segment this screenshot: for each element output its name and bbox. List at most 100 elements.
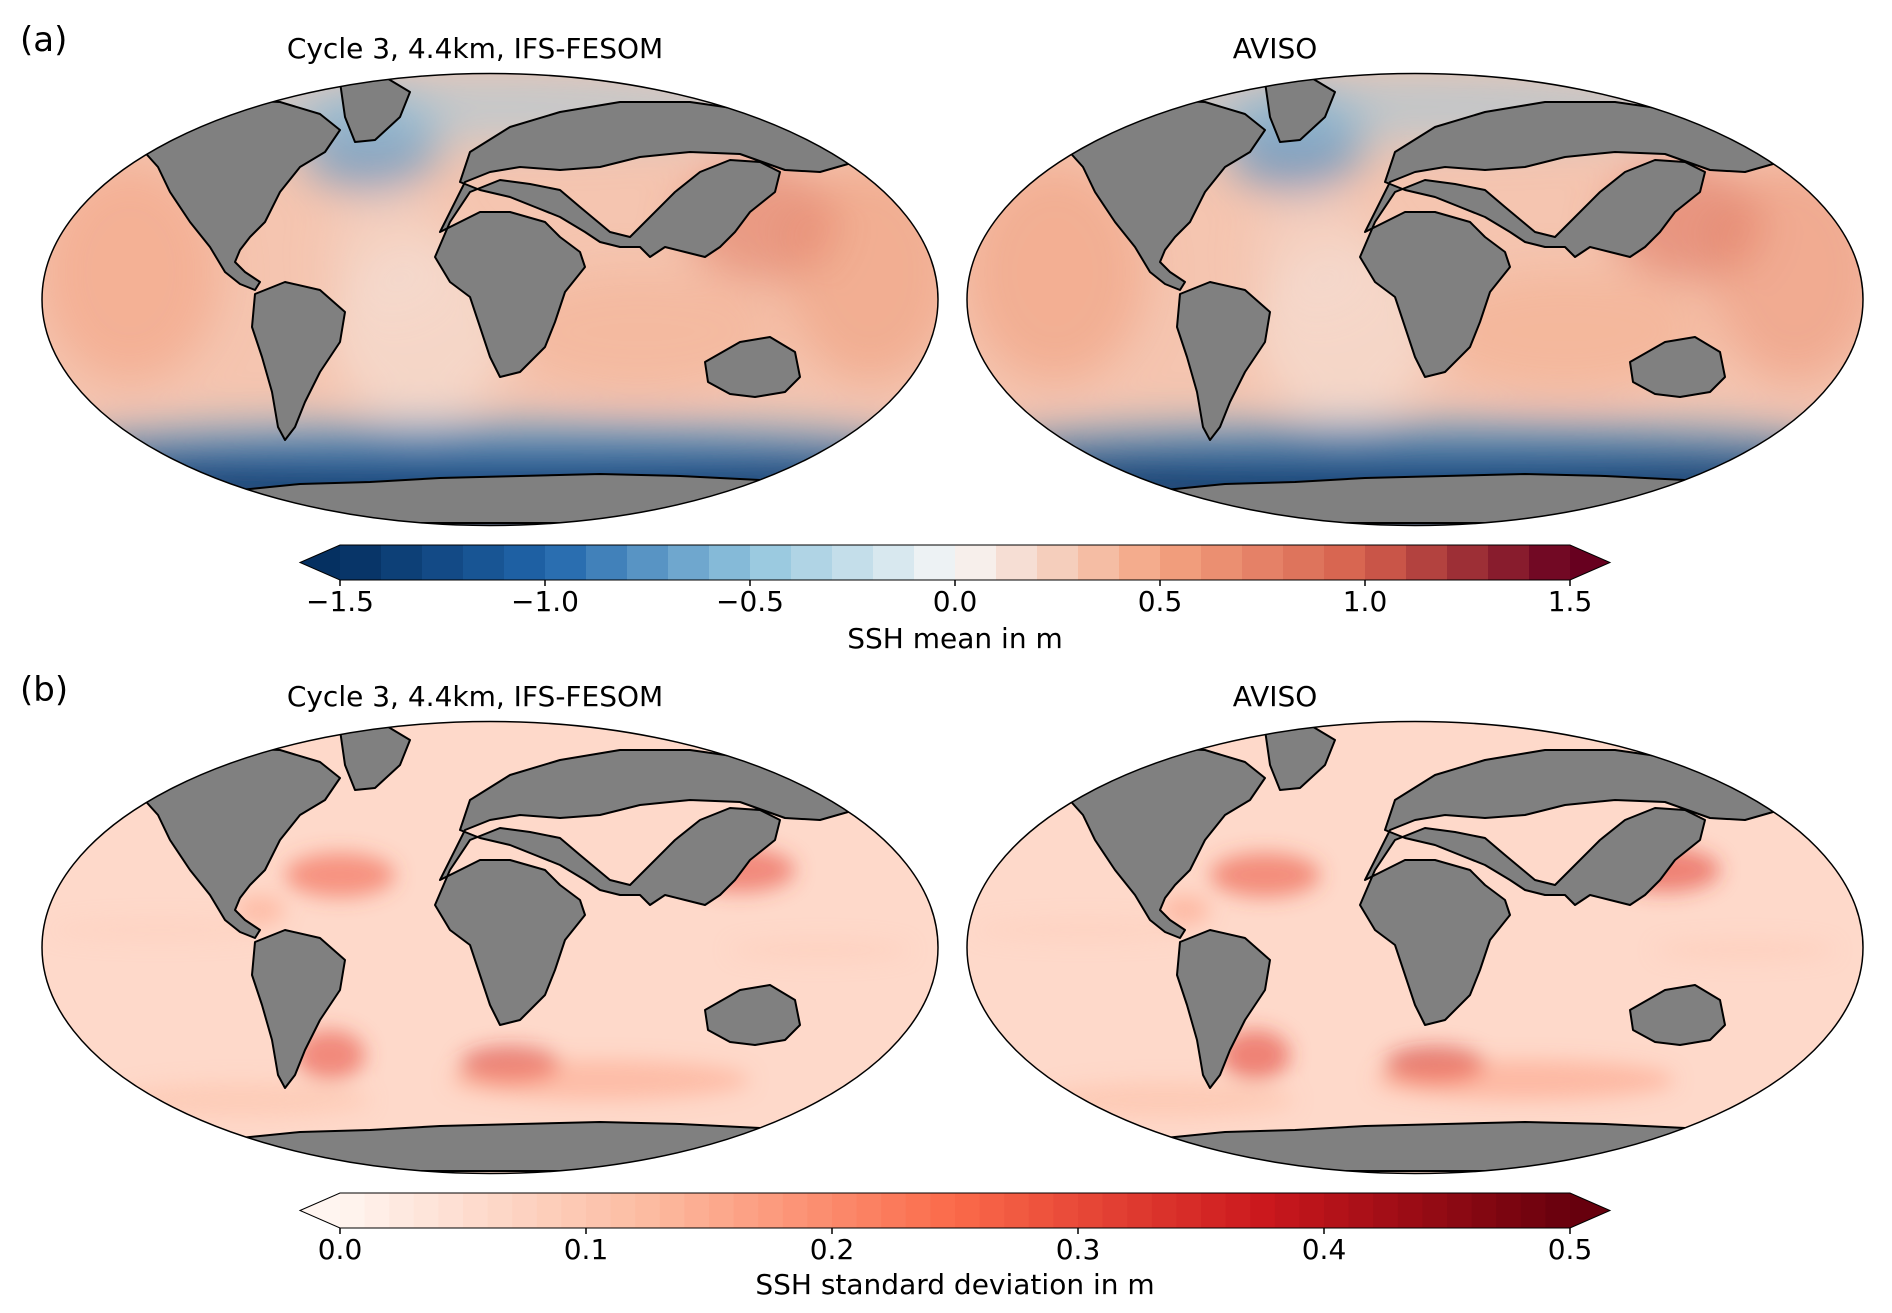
colorbar-std-tick: 0.4 — [1301, 1233, 1347, 1266]
colorbar-bin — [586, 545, 628, 580]
ocean-anomaly — [1160, 895, 1210, 925]
colorbar-bin — [1283, 545, 1325, 580]
colorbar-bin — [1078, 1193, 1104, 1228]
land-north-america — [1059, 747, 1266, 939]
colorbar-bin — [1037, 545, 1079, 580]
map-a-model — [40, 72, 940, 527]
colorbar-bin — [1004, 1193, 1030, 1228]
colorbar-bin — [996, 545, 1038, 580]
colorbar-bin — [955, 545, 997, 580]
map-a-aviso — [965, 72, 1865, 527]
land-north-america — [1059, 99, 1266, 291]
colorbar-bin — [1447, 1193, 1473, 1228]
colorbar-mean-tick: 1.5 — [1547, 585, 1593, 618]
ocean-field — [42, 73, 938, 526]
ocean-anomaly — [975, 920, 1195, 940]
colorbar-bin — [586, 1193, 612, 1228]
land-south-america — [1176, 281, 1271, 441]
colorbar-bin — [905, 1193, 931, 1228]
ocean-field — [42, 721, 938, 1174]
colorbar-bin — [1201, 545, 1243, 580]
land-australia — [704, 984, 801, 1046]
globe-outline — [966, 720, 1864, 1175]
colorbar-bin — [758, 1193, 784, 1228]
map-svg — [41, 72, 939, 527]
colorbar-std — [298, 1192, 1612, 1234]
ocean-anomaly — [995, 421, 1835, 453]
colorbar-bin — [881, 1193, 907, 1228]
colorbar-bin — [1529, 545, 1571, 580]
colorbar-mean-tick: 1.0 — [1342, 585, 1388, 618]
colorbar-bin — [340, 1193, 366, 1228]
colorbar-mean-tick: −1.5 — [306, 585, 374, 618]
colorbar-bin — [668, 545, 710, 580]
colorbar-bin — [659, 1193, 685, 1228]
colorbar-bin — [1028, 1193, 1054, 1228]
map-b-model — [40, 720, 940, 1175]
colorbar-svg — [298, 1192, 1612, 1234]
colorbar-bin — [504, 545, 546, 580]
panel-b-right-title: AVISO — [1232, 680, 1318, 713]
colorbar-bin — [422, 545, 464, 580]
map-svg — [41, 720, 939, 1175]
ocean-anomaly — [235, 895, 285, 925]
colorbar-mean-tick: 0.5 — [1137, 585, 1183, 618]
colorbar-extend-max — [1570, 545, 1610, 580]
colorbar-bin — [914, 545, 956, 580]
map-b-aviso — [965, 720, 1865, 1175]
colorbar-bin — [733, 1193, 759, 1228]
ocean-anomaly — [450, 1060, 750, 1100]
panel-b-left-title: Cycle 3, 4.4km, IFS-FESOM — [286, 680, 664, 713]
colorbar-bin — [832, 545, 874, 580]
ocean-anomaly — [1220, 1030, 1290, 1080]
ocean-anomaly — [42, 162, 220, 382]
colorbar-bin — [1201, 1193, 1227, 1228]
colorbar-bin — [1324, 545, 1366, 580]
colorbar-bin — [856, 1193, 882, 1228]
colorbar-bin — [791, 545, 833, 580]
ocean-anomaly — [730, 940, 910, 960]
ocean-field — [967, 73, 1863, 526]
land-north-america — [134, 99, 341, 291]
colorbar-extend-min — [300, 545, 340, 580]
colorbar-bin — [610, 1193, 636, 1228]
colorbar-bin — [364, 1193, 390, 1228]
ocean-anomaly — [967, 162, 1145, 382]
colorbar-bin — [487, 1193, 513, 1228]
colorbar-bin — [438, 1193, 464, 1228]
ocean-anomaly — [70, 421, 910, 453]
colorbar-bin — [873, 545, 915, 580]
panel-a-label: (a) — [20, 20, 68, 60]
colorbar-bin — [536, 1193, 562, 1228]
panel-b-label: (b) — [20, 670, 69, 710]
globe-outline — [41, 720, 939, 1175]
colorbar-bin — [1078, 545, 1120, 580]
colorbar-bin — [1250, 1193, 1276, 1228]
colorbar-mean-tick: −1.0 — [511, 585, 579, 618]
colorbar-bin — [463, 1193, 489, 1228]
ocean-field — [967, 721, 1863, 1174]
land-south-america — [251, 929, 346, 1089]
colorbar-std-tick: 0.0 — [317, 1233, 363, 1266]
map-svg — [966, 72, 1864, 527]
colorbar-bin — [1471, 1193, 1497, 1228]
panel-a-left-title: Cycle 3, 4.4km, IFS-FESOM — [286, 32, 664, 65]
colorbar-bin — [1274, 1193, 1300, 1228]
colorbar-bin — [389, 1193, 415, 1228]
colorbar-bin — [709, 545, 751, 580]
ocean-anomaly — [1375, 1060, 1675, 1100]
colorbar-std-tick: 0.1 — [563, 1233, 609, 1266]
globe-outline — [966, 72, 1864, 527]
colorbar-bin — [1176, 1193, 1202, 1228]
colorbar-bin — [1119, 545, 1161, 580]
colorbar-svg — [298, 544, 1612, 586]
colorbar-bin — [1225, 1193, 1251, 1228]
colorbar-bin — [1422, 1193, 1448, 1228]
colorbar-bin — [545, 545, 587, 580]
ocean-anomaly — [50, 920, 270, 940]
colorbar-bin — [561, 1193, 587, 1228]
colorbar-bin — [512, 1193, 538, 1228]
colorbar-bin — [340, 545, 382, 580]
land-australia — [704, 336, 801, 398]
